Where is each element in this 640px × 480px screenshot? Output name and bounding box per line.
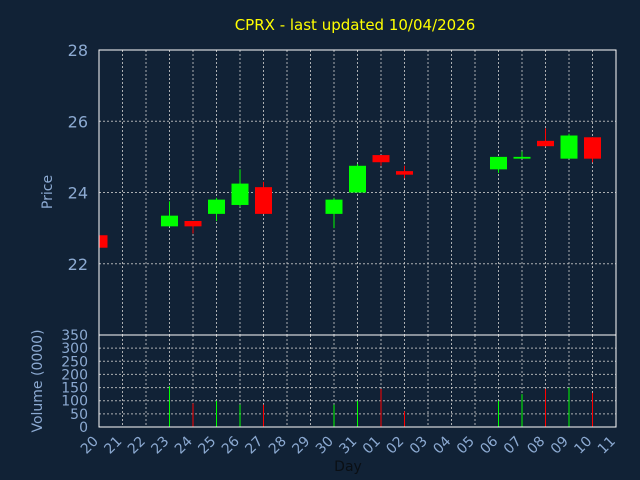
volume-panel-frame — [98, 334, 617, 428]
x-axis-label: Day — [334, 459, 362, 475]
candle-body — [349, 165, 366, 193]
candle-body — [184, 221, 202, 227]
volume-tick-label: 150 — [61, 381, 88, 397]
price-tick-label: 22 — [68, 255, 88, 274]
candle-body — [325, 199, 343, 214]
candle-body — [231, 183, 249, 205]
price-axis-label: Price — [40, 175, 56, 209]
volume-tick-label: 100 — [61, 394, 88, 410]
volume-tick-label: 50 — [70, 407, 88, 423]
candle-body — [161, 215, 178, 227]
volume-axis-label: Volume (0000) — [30, 329, 46, 432]
candle-body — [560, 135, 578, 159]
candle-body — [537, 140, 554, 147]
volume-tick-label: 200 — [61, 367, 88, 383]
price-tick-label: 26 — [68, 112, 88, 131]
price-tick-label: 28 — [68, 41, 88, 60]
price-tick-label: 24 — [68, 184, 88, 203]
candle-body — [255, 187, 272, 214]
candle-body — [584, 137, 601, 159]
candle-body — [513, 156, 531, 159]
candle-body — [372, 155, 390, 163]
volume-tick-label: 300 — [61, 341, 88, 357]
chart-title: CPRX - last updated 10/04/2026 — [235, 16, 476, 34]
candle-body — [99, 235, 108, 248]
candle-body — [490, 156, 507, 170]
volume-tick-label: 250 — [61, 354, 88, 370]
candle-body — [396, 171, 413, 175]
volume-tick-label: 350 — [61, 328, 88, 344]
volume-tick-label: 0 — [79, 420, 88, 436]
candle-body — [208, 199, 225, 214]
